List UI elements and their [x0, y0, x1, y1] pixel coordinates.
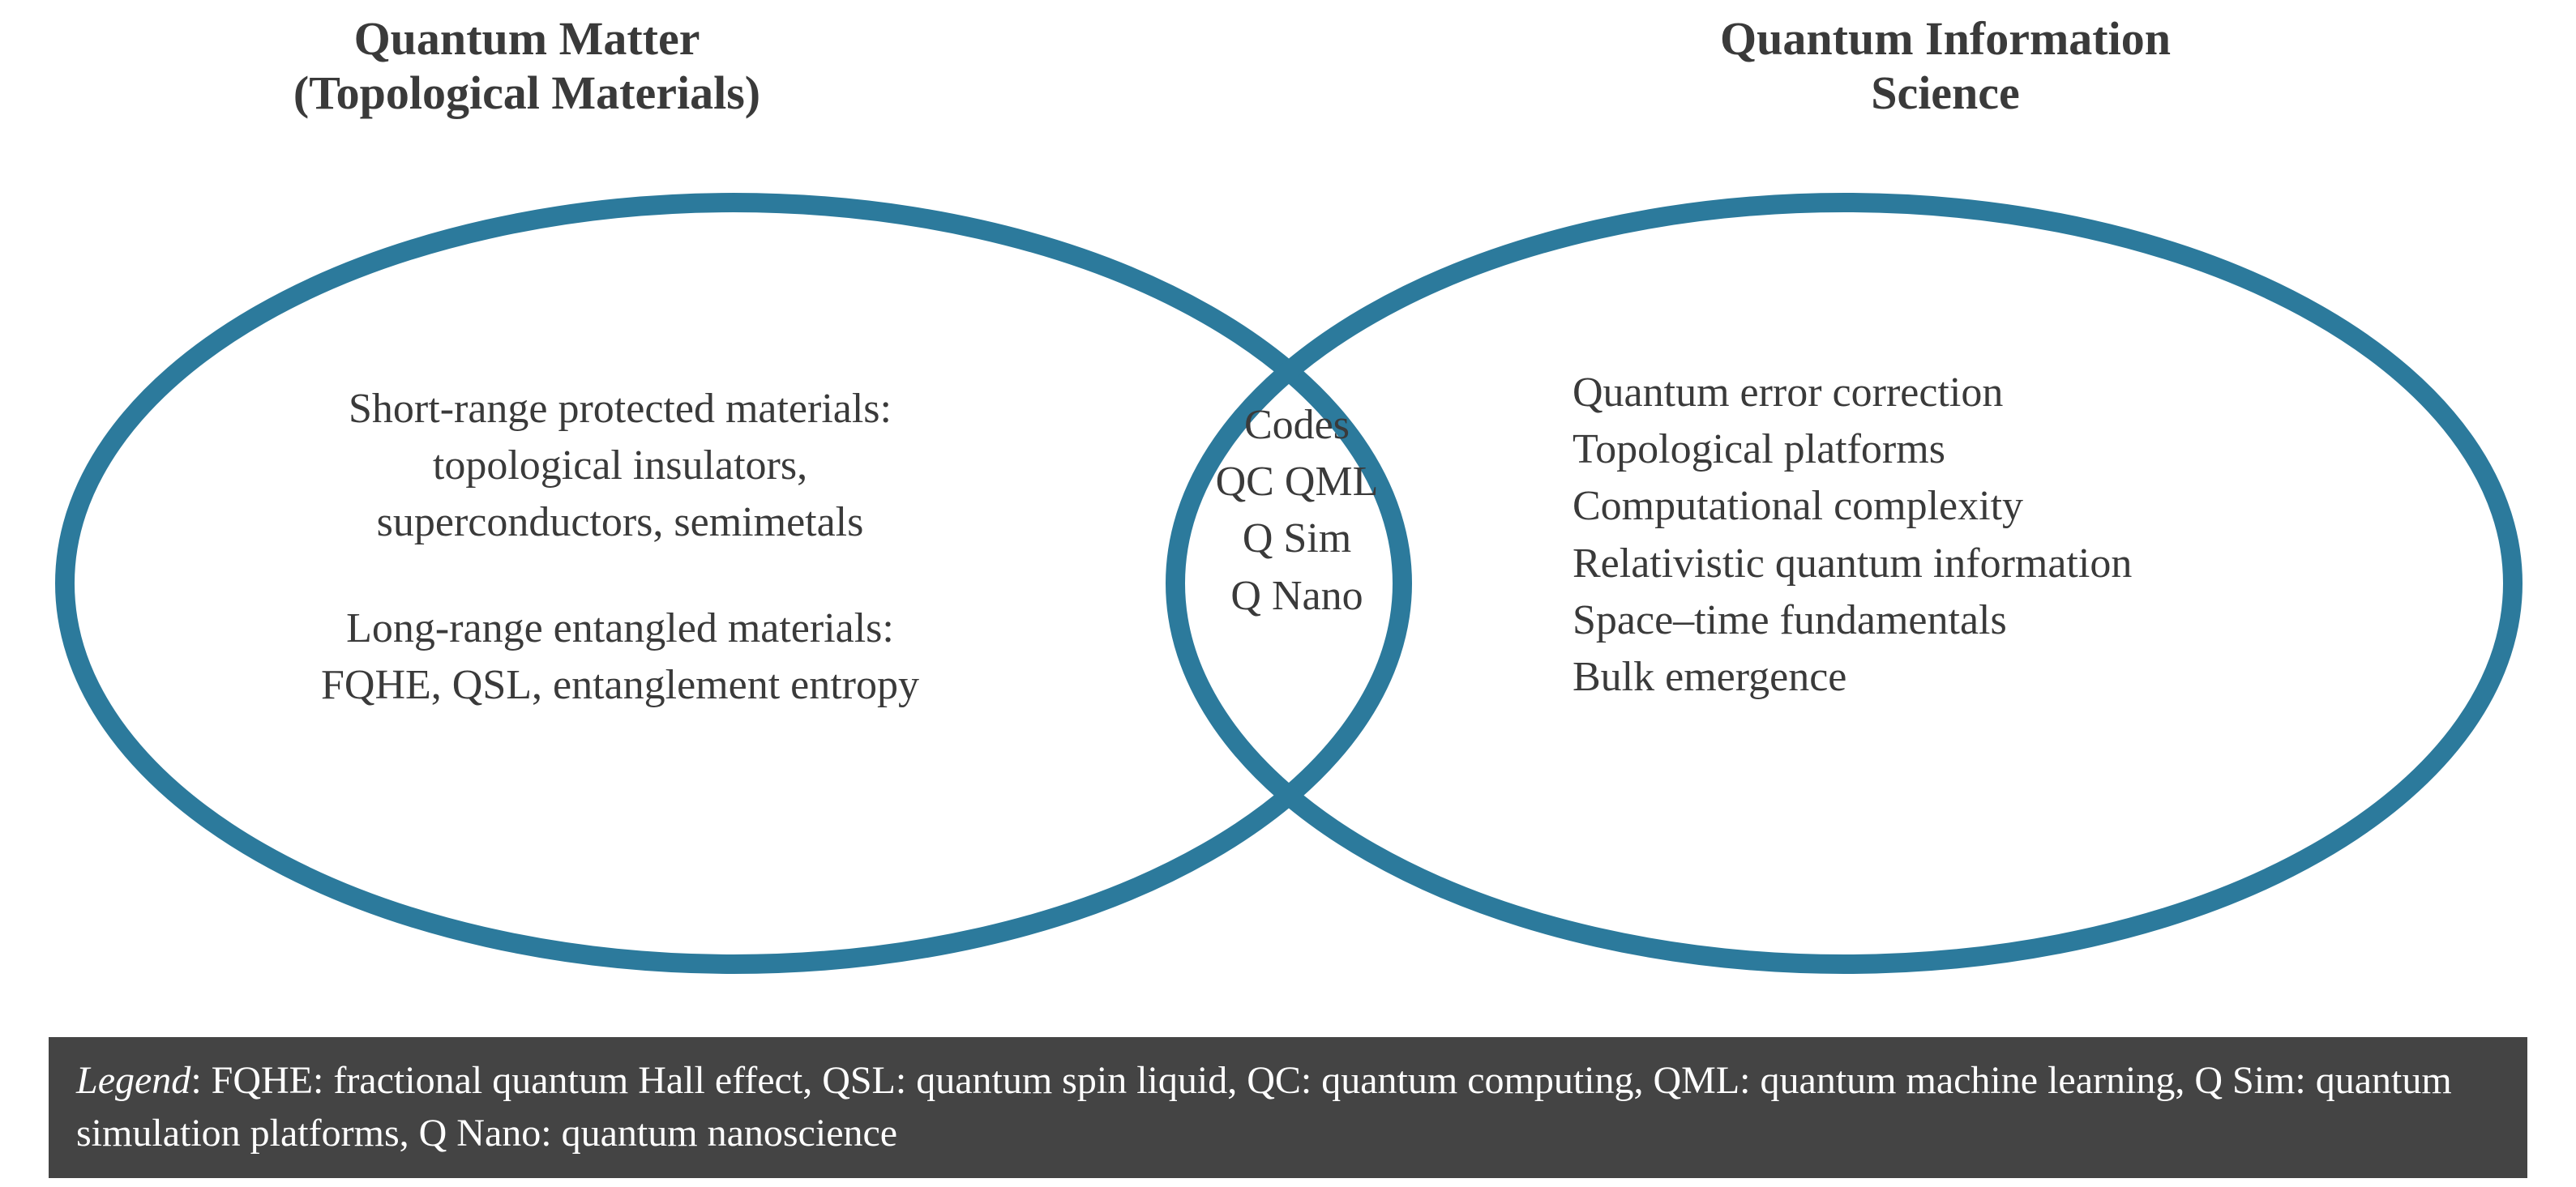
legend-text: : FQHE: fractional quantum Hall effect, … [76, 1059, 2452, 1155]
legend-box: Legend: FQHE: fractional quantum Hall ef… [49, 1037, 2527, 1178]
center-region-text: Codes QC QML Q Sim Q Nano [1159, 397, 1435, 625]
left-region-block-0: Short-range protected materials: topolog… [154, 381, 1086, 552]
left-region-text: Short-range protected materials: topolog… [154, 381, 1086, 762]
right-region-text: Quantum error correction Topological pla… [1573, 365, 2464, 706]
legend-label: Legend [76, 1059, 190, 1102]
left-region-block-1: Long-range entangled materials: FQHE, QS… [154, 600, 1086, 714]
venn-diagram-container: Quantum Matter (Topological Materials) Q… [0, 0, 2576, 1187]
